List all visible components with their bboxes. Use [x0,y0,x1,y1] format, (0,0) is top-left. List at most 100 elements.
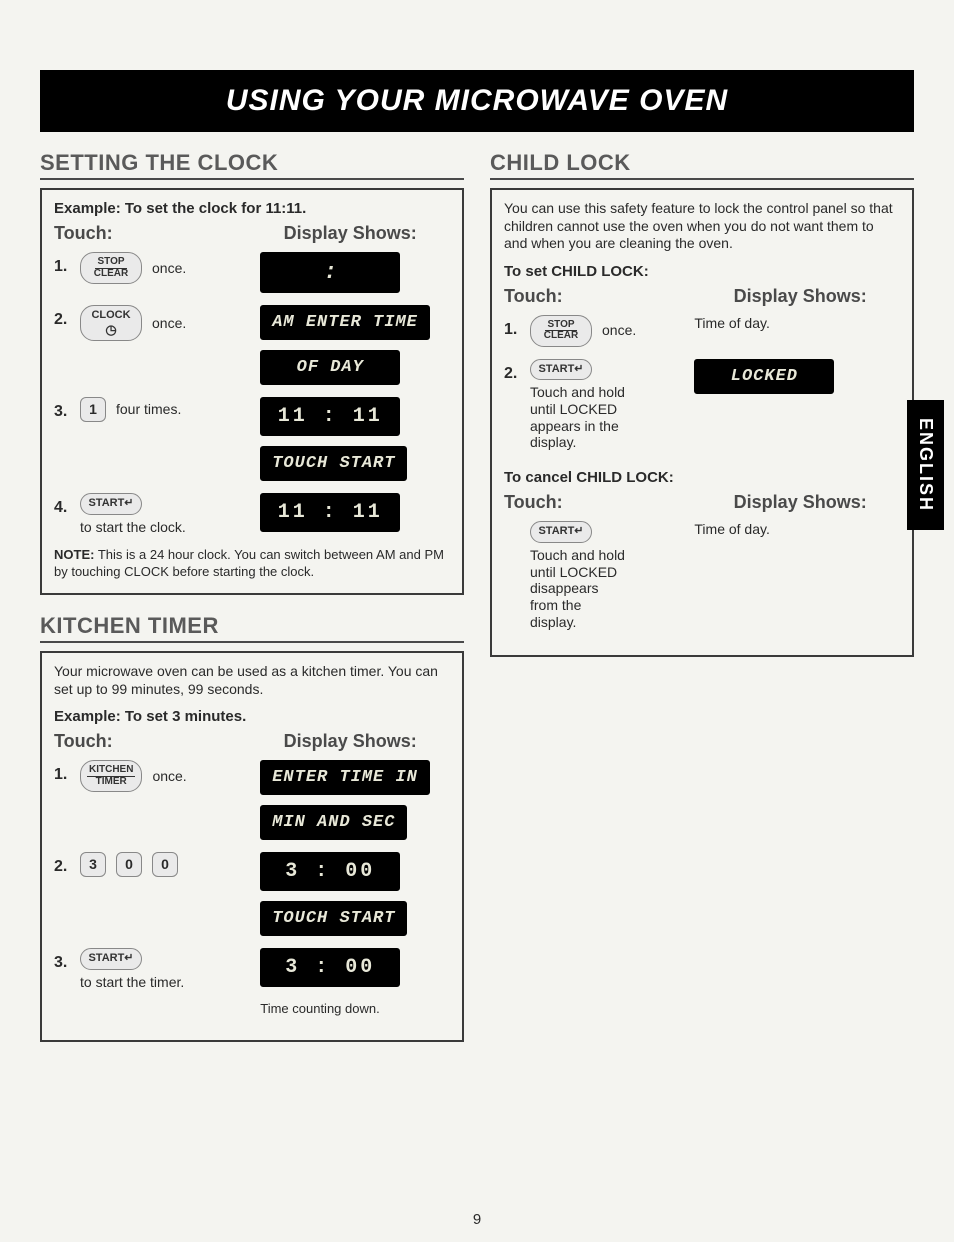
lcd-display: 11 : 11 [260,397,400,436]
digit-3-button: 3 [80,852,106,877]
step-num [504,521,524,527]
clock-step-4: 4. START↵ to start the clock. 11 : 11 [54,493,450,535]
step-num: 1. [54,760,74,784]
lcd-display: LOCKED [694,359,834,394]
step-display: AM ENTER TIME OF DAY [260,305,434,385]
kitchen-timer-box: Your microwave oven can be used as a kit… [40,651,464,1042]
clock-note: NOTE: This is a 24 hour clock. You can s… [54,547,450,581]
clock-step-1: 1. STOP CLEAR once. : [54,252,450,293]
step-display: LOCKED [694,359,884,394]
action-text: once. [152,768,186,785]
action-text: four times. [116,401,181,418]
clock-example: Example: To set the clock for 11:11. [54,200,450,217]
lcd-display: AM ENTER TIME [260,305,430,340]
step-action: 1 four times. [80,397,254,422]
timer-step-3: 3. START↵ to start the timer. 3 : 00 Tim… [54,948,450,1016]
step-action: KITCHEN TIMER once. [80,760,254,792]
step-num: 2. [504,359,524,383]
childlock-set-step-2: 2. START↵ Touch and hold until LOCKED ap… [504,359,900,452]
step-action: 3 0 0 [80,852,254,877]
note-bold: NOTE: [54,547,94,562]
step-action: STOP CLEAR once. [530,315,688,347]
step-display: : [260,252,434,293]
step-display: Time of day. [694,315,884,331]
child-lock-heading: CHILD LOCK [490,150,914,180]
step-display: 11 : 11 [260,493,434,532]
action-text: once. [602,322,636,339]
step-display: Time of day. [694,521,884,537]
lcd-display: 3 : 00 [260,852,400,891]
language-tab: ENGLISH [907,400,944,530]
step-display: 3 : 00 TOUCH START [260,852,434,936]
action-text: once. [152,260,186,277]
start-button: START↵ [530,521,592,543]
step-action: CLOCK ◷ once. [80,305,254,341]
step-num: 3. [54,397,74,421]
action-text: to start the clock. [80,519,186,536]
lcd-display: 11 : 11 [260,493,400,532]
step-num: 2. [54,852,74,876]
lcd-display: : [260,252,400,293]
action-text: Touch and hold until LOCKED appears in t… [530,384,630,451]
display-header: Display Shows: [734,492,900,513]
lcd-display: TOUCH START [260,446,407,481]
step-num: 4. [54,493,74,517]
setting-clock-heading: SETTING THE CLOCK [40,150,464,180]
display-header: Display Shows: [284,731,450,752]
step-num: 3. [54,948,74,972]
step-num: 1. [54,252,74,276]
childlock-cancel-step-1: START↵ Touch and hold until LOCKED disap… [504,521,900,631]
step-display: 3 : 00 Time counting down. [260,948,434,1016]
note-text: This is a 24 hour clock. You can switch … [54,547,444,579]
lcd-display: MIN AND SEC [260,805,407,840]
timer-example: Example: To set 3 minutes. [54,708,450,725]
action-text: once. [152,315,186,332]
action-text: Touch and hold until LOCKED disappears f… [530,547,630,631]
step-num: 1. [504,315,524,339]
setting-clock-box: Example: To set the clock for 11:11. Tou… [40,188,464,595]
touch-header: Touch: [54,223,284,244]
stop-clear-button: STOP CLEAR [80,252,142,284]
clock-button: CLOCK ◷ [80,305,142,341]
child-lock-box: You can use this safety feature to lock … [490,188,914,657]
action-text: to start the timer. [80,974,184,991]
digit-buttons: 3 0 0 [80,852,184,877]
set-childlock-heading: To set CHILD LOCK: [504,263,900,280]
step-action: START↵ to start the clock. [80,493,254,535]
childlock-set-step-1: 1. STOP CLEAR once. Time of day. [504,315,900,347]
touch-header: Touch: [504,286,734,307]
start-button: START↵ [80,948,142,970]
step-display: 11 : 11 TOUCH START [260,397,434,481]
result-text: Time of day. [694,315,769,331]
kitchen-timer-heading: KITCHEN TIMER [40,613,464,643]
stop-clear-button: STOP CLEAR [530,315,592,347]
step-action: START↵ to start the timer. [80,948,254,990]
clock-step-2: 2. CLOCK ◷ once. AM ENTER TIME OF DAY [54,305,450,385]
touch-header: Touch: [54,731,284,752]
timer-col-headers: Touch: Display Shows: [54,731,450,752]
childlock-intro: You can use this safety feature to lock … [504,200,900,253]
display-header: Display Shows: [284,223,450,244]
step-action: START↵ Touch and hold until LOCKED disap… [530,521,688,631]
countdown-text: Time counting down. [260,1001,379,1016]
step-action: START↵ Touch and hold until LOCKED appea… [530,359,688,452]
kitchen-timer-button: KITCHEN TIMER [80,760,142,792]
step-num: 2. [54,305,74,329]
left-column: SETTING THE CLOCK Example: To set the cl… [40,144,464,1060]
lcd-display: 3 : 00 [260,948,400,987]
lcd-display: TOUCH START [260,901,407,936]
lcd-display: ENTER TIME IN [260,760,430,795]
timer-step-2: 2. 3 0 0 3 : 00 TOUCH START [54,852,450,936]
page-number: 9 [0,1211,954,1228]
start-button: START↵ [530,359,592,381]
clock-icon: ◷ [105,323,116,337]
clock-col-headers: Touch: Display Shows: [54,223,450,244]
lcd-display: OF DAY [260,350,400,385]
clock-step-3: 3. 1 four times. 11 : 11 TOUCH START [54,397,450,481]
digit-0-button: 0 [152,852,178,877]
page-banner: USING YOUR MICROWAVE OVEN [40,70,914,132]
start-button: START↵ [80,493,142,515]
childlock-cancel-col-headers: Touch: Display Shows: [504,492,900,513]
step-action: STOP CLEAR once. [80,252,254,284]
cancel-childlock-heading: To cancel CHILD LOCK: [504,469,900,486]
